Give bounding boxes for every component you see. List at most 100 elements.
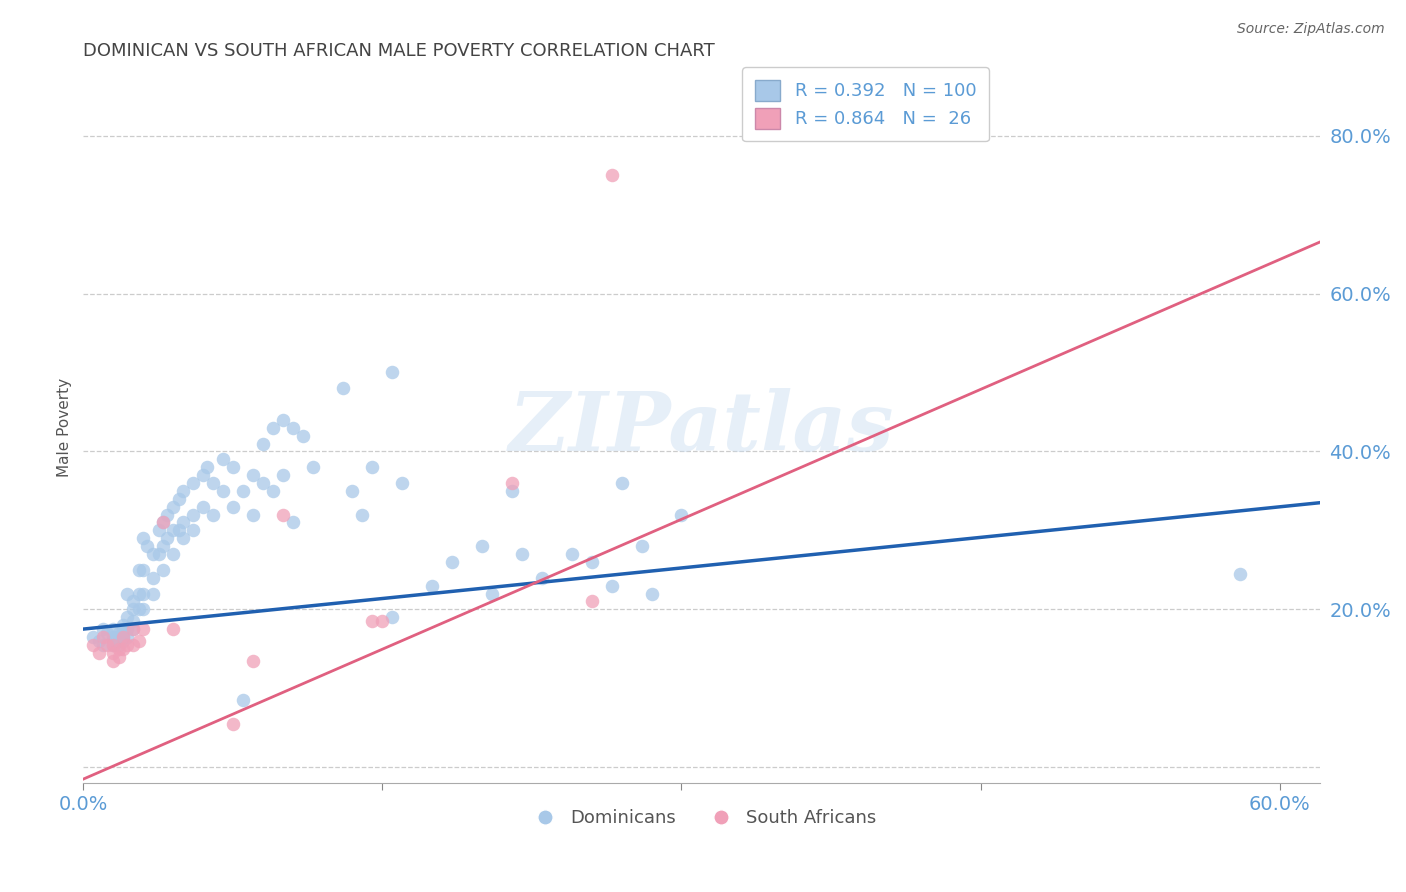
- Point: [671, 508, 693, 522]
- Point: [262, 421, 284, 435]
- Point: [600, 168, 623, 182]
- Point: [162, 500, 184, 514]
- Point: [128, 602, 150, 616]
- Point: [108, 630, 131, 644]
- Point: [181, 508, 204, 522]
- Point: [191, 468, 214, 483]
- Text: DOMINICAN VS SOUTH AFRICAN MALE POVERTY CORRELATION CHART: DOMINICAN VS SOUTH AFRICAN MALE POVERTY …: [83, 42, 716, 60]
- Point: [112, 630, 135, 644]
- Point: [122, 614, 145, 628]
- Point: [132, 531, 155, 545]
- Point: [510, 547, 533, 561]
- Point: [122, 594, 145, 608]
- Point: [201, 475, 224, 490]
- Point: [172, 483, 194, 498]
- Point: [162, 524, 184, 538]
- Point: [222, 460, 245, 475]
- Point: [108, 641, 131, 656]
- Point: [201, 508, 224, 522]
- Point: [252, 436, 274, 450]
- Point: [112, 634, 135, 648]
- Point: [112, 622, 135, 636]
- Point: [600, 579, 623, 593]
- Point: [212, 452, 235, 467]
- Point: [271, 468, 294, 483]
- Y-axis label: Male Poverty: Male Poverty: [58, 378, 72, 477]
- Point: [115, 630, 138, 644]
- Point: [371, 614, 394, 628]
- Point: [103, 638, 125, 652]
- Point: [132, 622, 155, 636]
- Point: [82, 630, 104, 644]
- Point: [242, 468, 264, 483]
- Point: [195, 460, 218, 475]
- Point: [103, 638, 125, 652]
- Point: [89, 646, 111, 660]
- Point: [108, 626, 131, 640]
- Point: [152, 539, 174, 553]
- Point: [136, 539, 159, 553]
- Point: [581, 594, 603, 608]
- Point: [471, 539, 494, 553]
- Point: [115, 610, 138, 624]
- Point: [222, 716, 245, 731]
- Point: [172, 516, 194, 530]
- Legend: Dominicans, South Africans: Dominicans, South Africans: [519, 802, 883, 834]
- Point: [122, 602, 145, 616]
- Point: [501, 483, 523, 498]
- Point: [108, 649, 131, 664]
- Point: [242, 654, 264, 668]
- Point: [115, 586, 138, 600]
- Point: [148, 524, 170, 538]
- Point: [108, 634, 131, 648]
- Point: [152, 563, 174, 577]
- Point: [103, 630, 125, 644]
- Point: [271, 413, 294, 427]
- Point: [291, 428, 314, 442]
- Point: [181, 475, 204, 490]
- Point: [142, 547, 165, 561]
- Point: [103, 634, 125, 648]
- Point: [91, 622, 114, 636]
- Point: [301, 460, 323, 475]
- Point: [281, 516, 304, 530]
- Point: [82, 638, 104, 652]
- Point: [361, 460, 384, 475]
- Point: [142, 586, 165, 600]
- Point: [232, 483, 254, 498]
- Point: [342, 483, 364, 498]
- Point: [530, 571, 553, 585]
- Point: [112, 641, 135, 656]
- Point: [391, 475, 413, 490]
- Point: [156, 508, 179, 522]
- Point: [152, 516, 174, 530]
- Point: [242, 508, 264, 522]
- Point: [381, 610, 404, 624]
- Point: [162, 622, 184, 636]
- Point: [167, 524, 190, 538]
- Point: [181, 524, 204, 538]
- Point: [212, 483, 235, 498]
- Point: [128, 586, 150, 600]
- Point: [252, 475, 274, 490]
- Point: [122, 622, 145, 636]
- Point: [167, 491, 190, 506]
- Point: [89, 634, 111, 648]
- Point: [581, 555, 603, 569]
- Point: [361, 614, 384, 628]
- Point: [132, 563, 155, 577]
- Point: [91, 638, 114, 652]
- Point: [332, 381, 354, 395]
- Point: [112, 626, 135, 640]
- Point: [640, 586, 662, 600]
- Point: [96, 638, 118, 652]
- Point: [103, 622, 125, 636]
- Point: [115, 622, 138, 636]
- Point: [96, 626, 118, 640]
- Point: [103, 646, 125, 660]
- Point: [156, 531, 179, 545]
- Point: [122, 638, 145, 652]
- Point: [112, 630, 135, 644]
- Point: [352, 508, 374, 522]
- Point: [142, 571, 165, 585]
